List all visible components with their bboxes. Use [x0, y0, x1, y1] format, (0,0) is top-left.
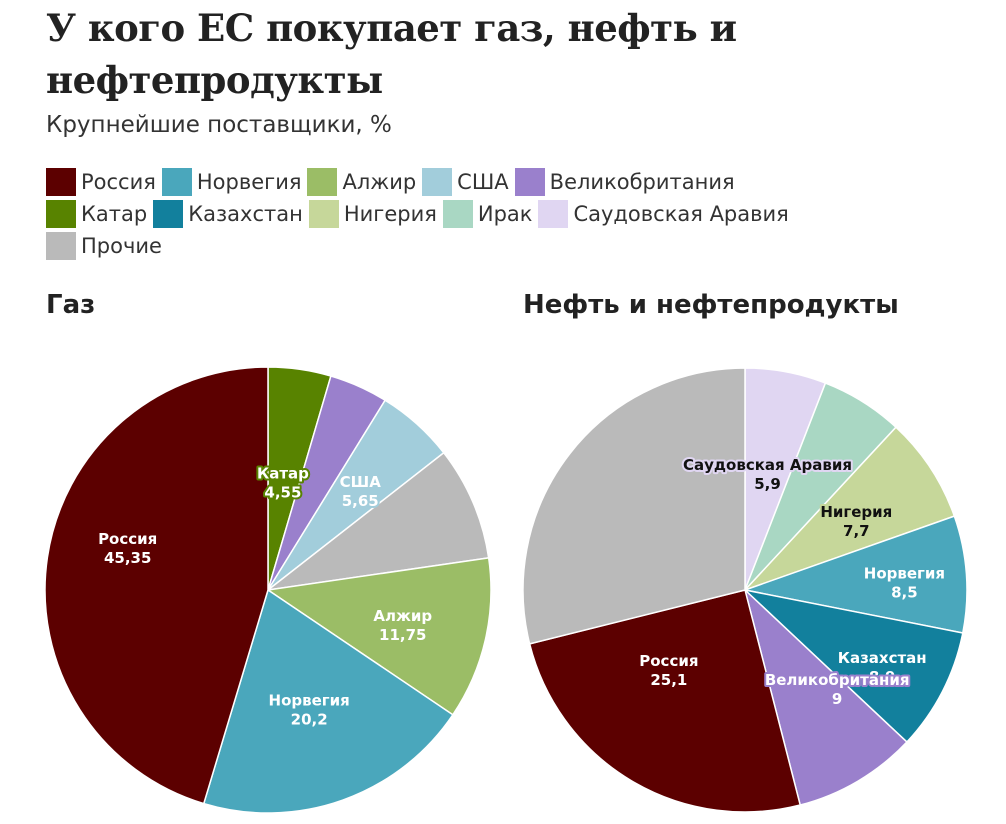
legend-label: Катар	[81, 202, 148, 226]
legend-label: Ирак	[477, 202, 533, 226]
slice-label: Россия	[98, 530, 157, 548]
slice-label: Алжир	[373, 607, 432, 625]
legend: Россия Норвегия Алжир США Великобритания…	[46, 166, 946, 262]
legend-swatch	[308, 200, 339, 228]
slice-label: Норвегия	[864, 564, 945, 582]
slice-label: Россия	[639, 652, 698, 670]
pie-slice	[742, 515, 968, 634]
slice-value: 25,1	[650, 671, 687, 689]
legend-swatch	[307, 168, 338, 196]
pie-slice	[528, 589, 802, 813]
slice-value: 4,55	[264, 483, 301, 501]
legend-swatch	[442, 200, 473, 228]
legend-label: Алжир	[342, 170, 417, 194]
slice-value: 9	[832, 690, 842, 708]
legend-swatch	[538, 200, 569, 228]
legend-item-saudi-arabia: Саудовская Аравия	[538, 200, 789, 228]
slice-value: 7,7	[843, 522, 870, 540]
legend-swatch	[514, 168, 545, 196]
subtitle: Крупнейшие поставщики, %	[46, 112, 392, 138]
pie-slice	[265, 451, 490, 592]
legend-label: США	[457, 170, 509, 194]
legend-item-nigeria: Нигерия	[308, 200, 437, 228]
pie-slice	[265, 557, 492, 716]
legend-label: Норвегия	[196, 170, 302, 194]
pie-slice	[743, 587, 908, 806]
legend-swatch	[161, 168, 192, 196]
legend-label: Саудовская Аравия	[573, 202, 789, 226]
oil-section-title: Нефть и нефтепродукты	[523, 290, 899, 320]
legend-label: Россия	[81, 170, 156, 194]
gas-section-title: Газ	[46, 290, 96, 320]
legend-row: Катар Казахстан Нигерия Ирак Саудовская …	[46, 198, 946, 230]
legend-label: Прочие	[81, 234, 162, 258]
pie-slice	[742, 588, 964, 744]
pie-slice	[44, 366, 269, 805]
slice-label: Саудовская Аравия	[683, 456, 852, 474]
slice-label: Казахстан	[838, 649, 927, 667]
slice-label: Нигерия	[820, 503, 892, 521]
oil-pie-chart: Саудовская Аравия5,9Нигерия7,7Норвегия8,…	[522, 367, 968, 813]
pie-slice	[522, 367, 746, 645]
legend-label: Великобритания	[549, 170, 735, 194]
legend-item-uk: Великобритания	[514, 168, 735, 196]
pie-slice	[744, 426, 956, 591]
slice-value: 11,75	[379, 626, 426, 644]
legend-item-qatar: Катар	[46, 200, 147, 228]
slice-label: Норвегия	[269, 692, 350, 710]
page-title: У кого ЕС покупает газ, нефть и нефтепро…	[46, 6, 737, 102]
legend-item-usa: США	[422, 168, 509, 196]
legend-item-others: Прочие	[46, 232, 162, 260]
legend-row: Прочие	[46, 230, 946, 262]
legend-item-kazakhstan: Казахстан	[153, 200, 303, 228]
legend-label: Нигерия	[343, 202, 437, 226]
slice-label: Катар	[257, 464, 309, 482]
legend-item-iraq: Ирак	[442, 200, 533, 228]
legend-label: Казахстан	[188, 202, 303, 226]
slice-label: Великобритания	[765, 671, 910, 689]
legend-item-norway: Норвегия	[161, 168, 302, 196]
legend-item-algeria: Алжир	[307, 168, 416, 196]
legend-swatch	[422, 168, 453, 196]
legend-row: Россия Норвегия Алжир США Великобритания	[46, 166, 946, 198]
pie-slice	[202, 588, 454, 814]
legend-swatch	[46, 168, 76, 196]
legend-item-russia: Россия	[46, 168, 156, 196]
slice-value: 8,5	[891, 583, 918, 601]
slice-value: 45,35	[104, 549, 151, 567]
slice-label: США	[340, 473, 382, 491]
legend-swatch	[46, 232, 76, 260]
slice-value: 20,2	[291, 711, 328, 729]
slice-value: 8,9	[869, 668, 896, 686]
legend-swatch	[46, 200, 76, 228]
legend-swatch	[153, 200, 184, 228]
slice-value: 5,9	[754, 475, 781, 493]
slice-value: 5,65	[342, 492, 379, 510]
